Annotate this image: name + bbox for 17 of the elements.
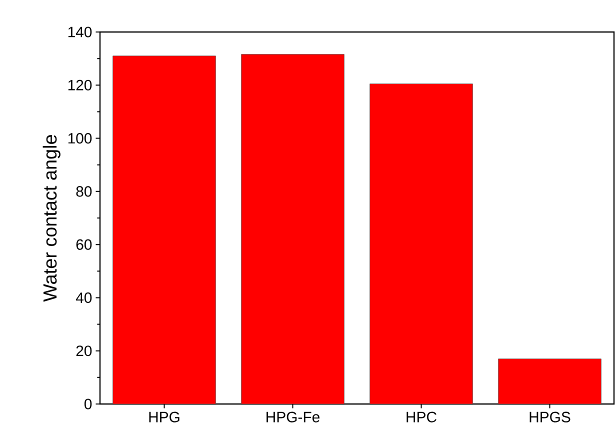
x-tick-label: HPC: [406, 412, 436, 422]
x-tick-label: HPGS: [530, 412, 570, 422]
y-tick-label: 20: [76, 346, 92, 356]
x-tick-label: HPG-Fe: [266, 412, 320, 422]
bar: [498, 358, 602, 404]
y-tick-label: 120: [68, 80, 92, 90]
y-tick-label: 40: [76, 292, 92, 303]
bar: [370, 84, 473, 404]
y-tick-label: 140: [68, 26, 92, 38]
y-tick-label: 60: [76, 239, 92, 250]
bar: [241, 54, 344, 404]
y-tick-label: 80: [76, 186, 92, 197]
x-tick-label: HPG: [149, 412, 180, 422]
y-tick-label: 100: [68, 132, 92, 144]
bar: [112, 56, 216, 404]
y-axis-title: Water contact angle: [42, 135, 60, 302]
y-tick-label: 0: [84, 398, 92, 410]
